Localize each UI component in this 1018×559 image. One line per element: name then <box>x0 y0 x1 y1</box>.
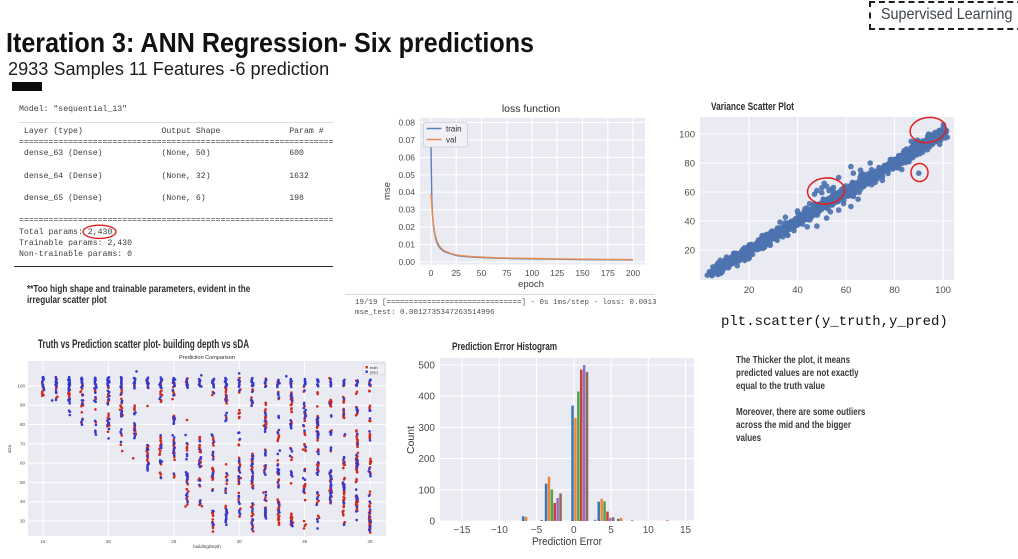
svg-text:100: 100 <box>679 130 695 141</box>
svg-text:train: train <box>446 125 462 134</box>
svg-text:0: 0 <box>571 525 577 536</box>
svg-text:0.04: 0.04 <box>398 187 415 197</box>
svg-text:200: 200 <box>626 268 640 278</box>
svg-text:60: 60 <box>841 285 852 296</box>
svg-text:80: 80 <box>889 285 900 296</box>
svg-text:0: 0 <box>429 268 434 278</box>
svg-text:30: 30 <box>20 519 26 524</box>
svg-text:40: 40 <box>20 499 26 504</box>
svg-text:100: 100 <box>525 268 539 278</box>
svg-text:35: 35 <box>302 539 308 544</box>
svg-text:80: 80 <box>684 159 695 170</box>
svg-text:15: 15 <box>680 525 692 536</box>
svg-text:50: 50 <box>20 480 26 485</box>
svg-text:sDa: sDa <box>7 445 12 453</box>
svg-text:40: 40 <box>684 217 695 228</box>
svg-text:0.01: 0.01 <box>398 240 415 250</box>
svg-text:20: 20 <box>744 285 755 296</box>
svg-text:40: 40 <box>367 539 373 544</box>
svg-text:80: 80 <box>20 422 26 427</box>
svg-text:0.00: 0.00 <box>398 257 415 267</box>
svg-text:0.05: 0.05 <box>398 170 415 180</box>
svg-text:0.06: 0.06 <box>398 152 415 162</box>
svg-text:20: 20 <box>684 246 695 257</box>
svg-text:Prediction Comparison: Prediction Comparison <box>179 355 235 361</box>
svg-text:20: 20 <box>106 539 112 544</box>
svg-text:30: 30 <box>237 539 243 544</box>
svg-text:300: 300 <box>418 423 435 434</box>
svg-text:125: 125 <box>550 268 564 278</box>
svg-text:75: 75 <box>502 268 512 278</box>
svg-text:Count: Count <box>405 426 417 454</box>
svg-text:100: 100 <box>935 285 951 296</box>
svg-text:−5: −5 <box>531 525 543 536</box>
svg-text:200: 200 <box>418 454 435 465</box>
svg-text:15: 15 <box>40 539 46 544</box>
svg-text:loss function: loss function <box>502 103 561 115</box>
svg-text:25: 25 <box>451 268 461 278</box>
svg-text:Prediction Error: Prediction Error <box>532 536 602 548</box>
svg-text:0.08: 0.08 <box>398 118 415 128</box>
svg-text:150: 150 <box>575 268 589 278</box>
svg-text:pred: pred <box>370 371 378 375</box>
svg-text:10: 10 <box>643 525 655 536</box>
svg-text:60: 60 <box>20 461 26 466</box>
svg-text:−10: −10 <box>491 525 508 536</box>
svg-text:0: 0 <box>429 517 435 528</box>
svg-text:5: 5 <box>608 525 614 536</box>
svg-text:70: 70 <box>20 441 26 446</box>
svg-text:0.03: 0.03 <box>398 205 415 215</box>
svg-text:truth: truth <box>370 366 378 370</box>
svg-text:100: 100 <box>17 383 25 388</box>
svg-text:25: 25 <box>171 539 177 544</box>
svg-text:60: 60 <box>684 188 695 199</box>
svg-text:500: 500 <box>418 361 435 372</box>
svg-text:90: 90 <box>20 403 26 408</box>
svg-text:40: 40 <box>792 285 803 296</box>
svg-text:0.02: 0.02 <box>398 222 415 232</box>
svg-text:buildingDepth: buildingDepth <box>193 544 221 549</box>
svg-text:val: val <box>446 136 456 145</box>
svg-text:50: 50 <box>477 268 487 278</box>
svg-text:400: 400 <box>418 392 435 403</box>
svg-text:mse: mse <box>382 182 393 200</box>
svg-text:−15: −15 <box>454 525 471 536</box>
svg-text:175: 175 <box>601 268 615 278</box>
svg-text:0.07: 0.07 <box>398 135 415 145</box>
svg-text:epoch: epoch <box>518 279 544 290</box>
svg-text:100: 100 <box>418 485 435 496</box>
